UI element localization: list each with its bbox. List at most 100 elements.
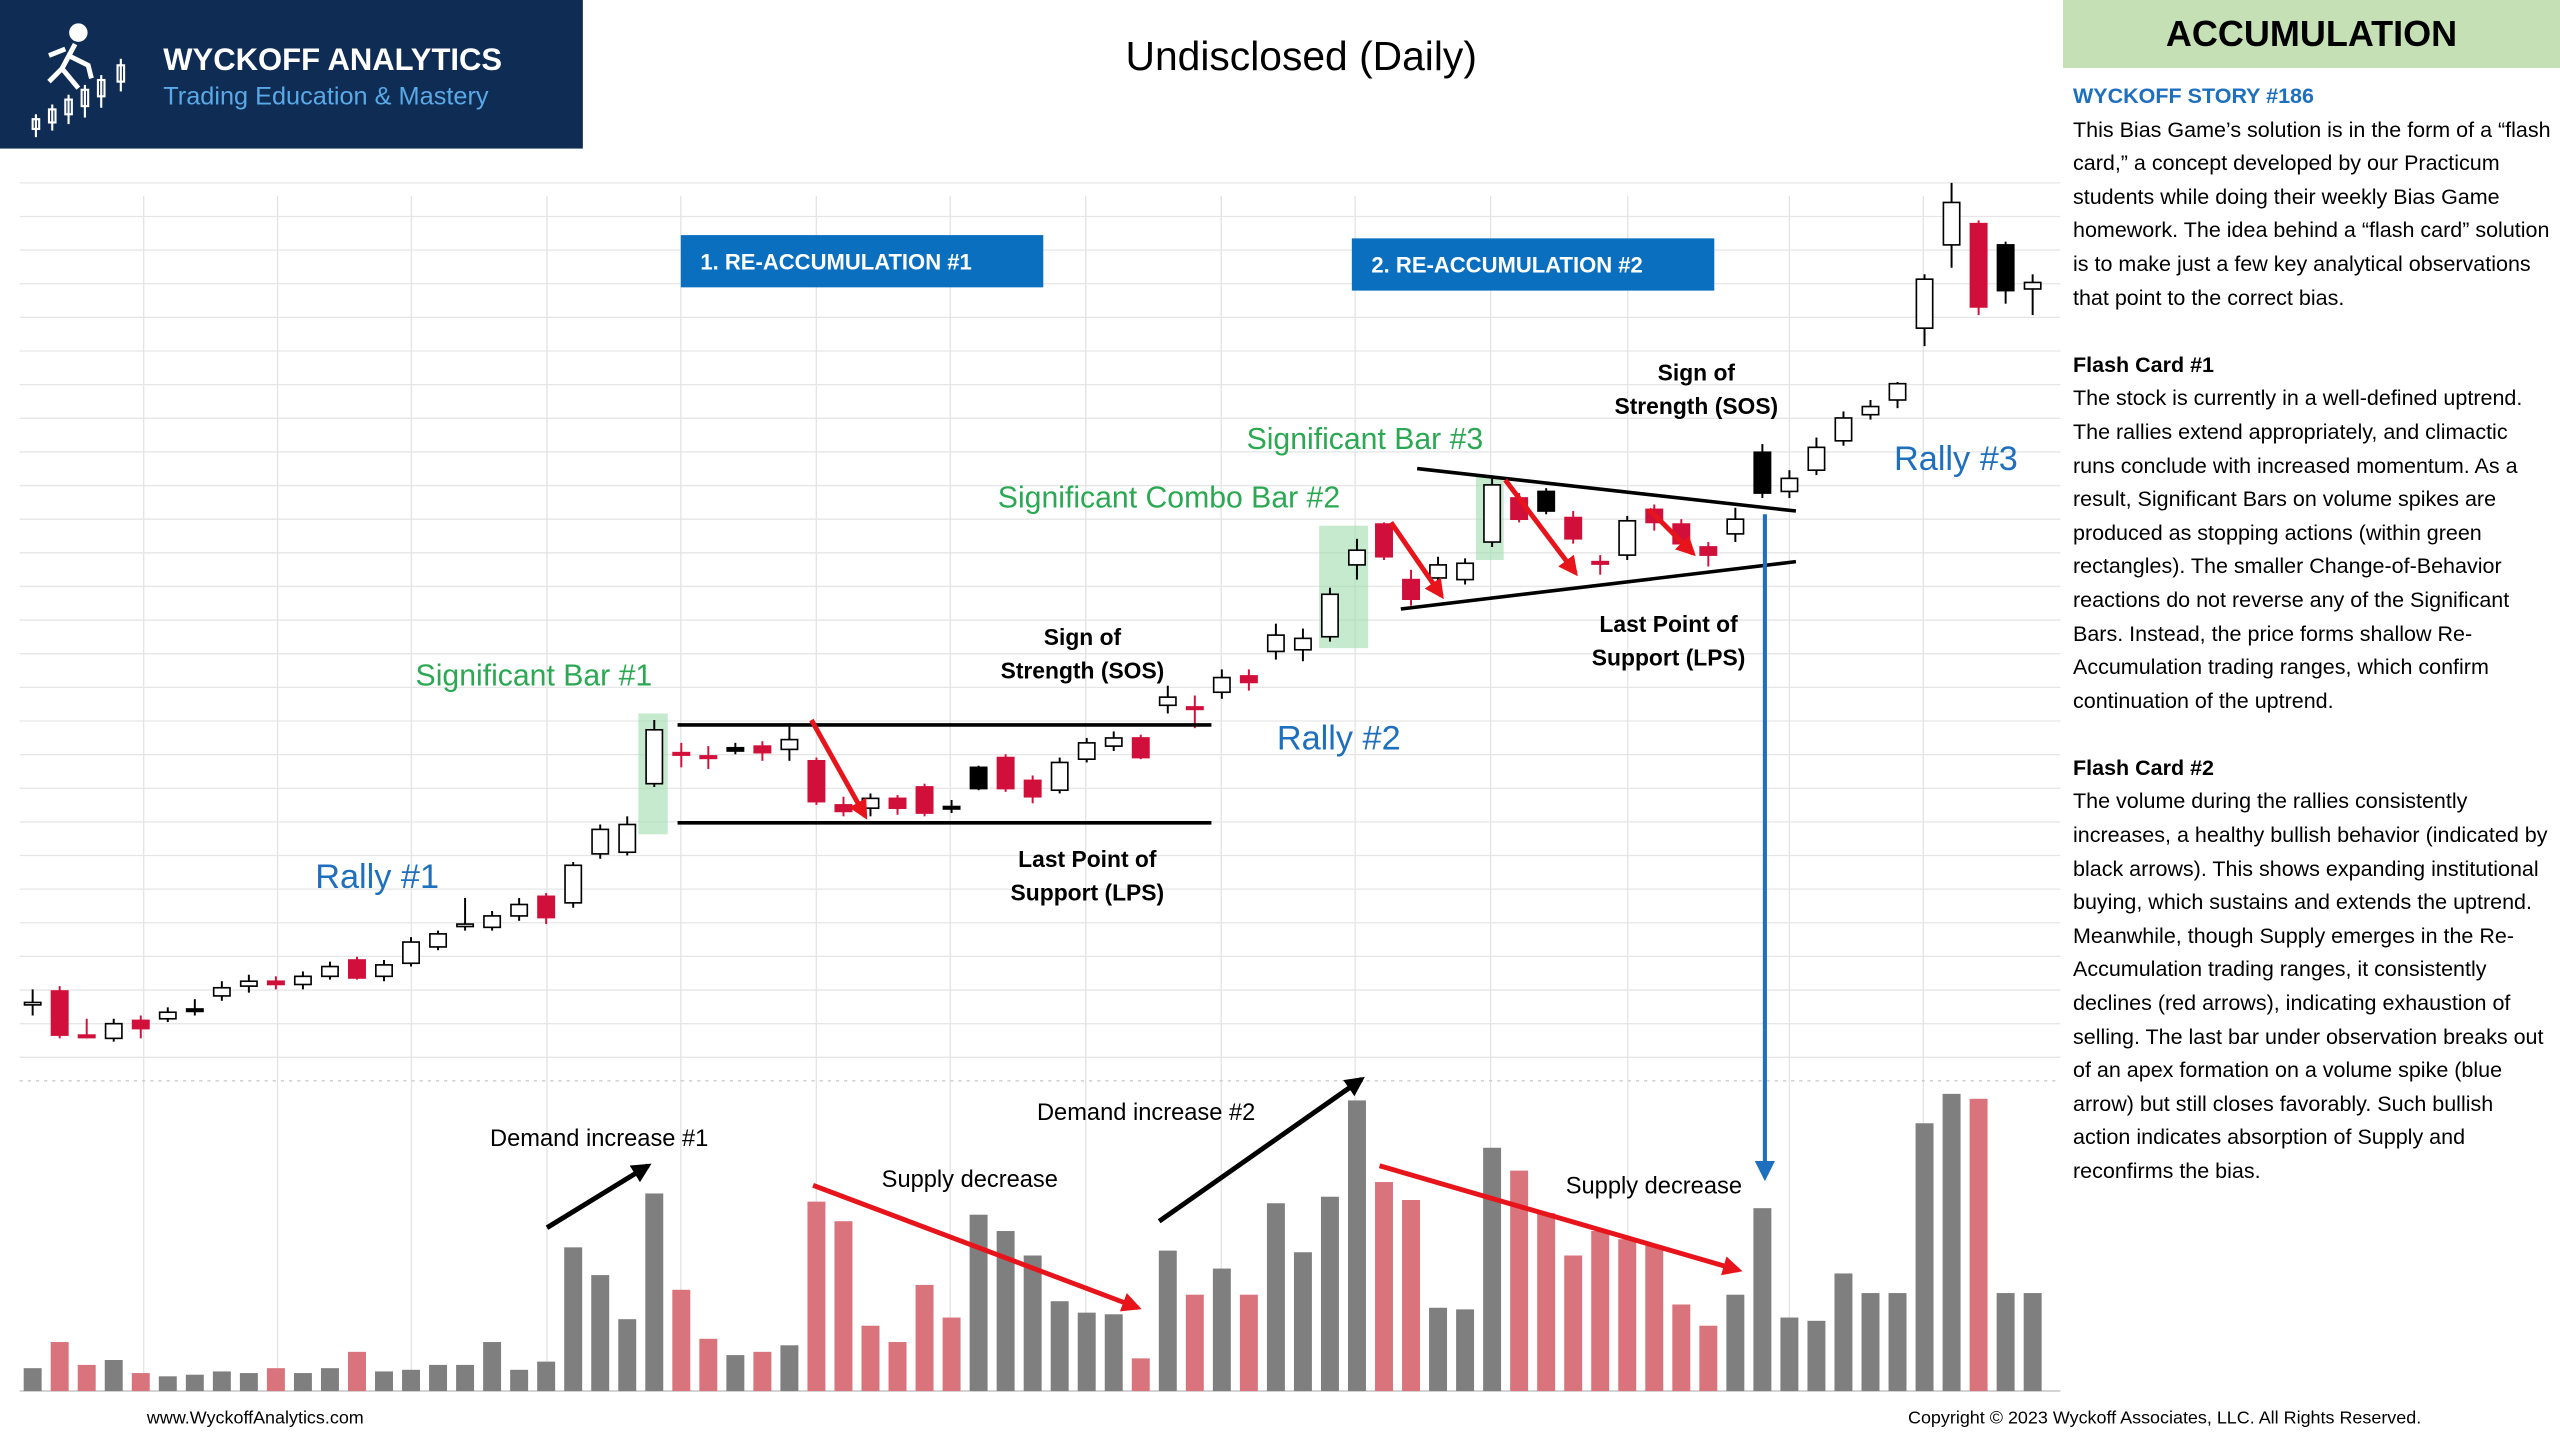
- candle-body: [158, 1011, 177, 1020]
- candle-body: [915, 786, 934, 814]
- volume-bar: [212, 1371, 231, 1392]
- volume-bar: [618, 1319, 637, 1392]
- phase-label: 2. RE-ACCUMULATION #2: [1371, 253, 1642, 278]
- volume-bar: [131, 1373, 150, 1392]
- volume-bar: [1077, 1312, 1096, 1392]
- candle-body: [672, 751, 691, 756]
- red-arrow: [812, 1183, 1142, 1312]
- candle-body: [1726, 518, 1745, 535]
- black-arrow: [545, 1163, 652, 1230]
- candle-body: [77, 1034, 96, 1039]
- candle-body: [780, 738, 799, 751]
- candle-body: [537, 895, 556, 919]
- volume-bar: [1510, 1170, 1529, 1392]
- candle-body: [645, 728, 664, 785]
- volume-bar: [1915, 1123, 1934, 1392]
- event-label: Last Point of: [1599, 611, 1738, 637]
- volume-bar: [1158, 1250, 1177, 1392]
- volume-bar: [726, 1355, 745, 1392]
- panel-body: WYCKOFF STORY #186 This Bias Game’s solu…: [2063, 68, 2560, 1189]
- chart-title: Undisclosed (Daily): [1126, 33, 1477, 79]
- volume-bar: [185, 1374, 204, 1392]
- candle-body: [239, 980, 258, 987]
- candle-body: [429, 933, 448, 948]
- volume-bar: [429, 1364, 448, 1392]
- volume-bar: [1402, 1200, 1421, 1392]
- candle-body: [1780, 477, 1799, 493]
- volume-bar: [1753, 1208, 1772, 1392]
- story-intro: This Bias Game’s solution is in the form…: [2073, 117, 2551, 310]
- candle-body: [1429, 564, 1448, 579]
- card-text: The volume during the rallies consistent…: [2073, 789, 2548, 1183]
- candle-body: [1699, 546, 1718, 556]
- annotation-shapes: [638, 476, 1504, 835]
- logo-icon: [31, 23, 126, 138]
- candle-body: [1969, 222, 1988, 308]
- candle-body: [1996, 244, 2015, 292]
- significant-bar-label: Significant Bar #3: [1247, 423, 1484, 456]
- volume-bar: [2023, 1293, 2042, 1392]
- candle-body: [888, 797, 907, 809]
- candle-body: [320, 965, 339, 978]
- candle-body: [1942, 201, 1961, 246]
- candle-body: [1320, 593, 1339, 638]
- candle-body: [1185, 706, 1204, 711]
- volume-bar: [1861, 1293, 1880, 1392]
- volume-bar: [510, 1369, 529, 1392]
- event-label: Support (LPS): [1011, 879, 1165, 905]
- volume-bar: [1212, 1268, 1231, 1392]
- candle-body: [726, 746, 745, 752]
- volume-bar: [1537, 1213, 1556, 1392]
- candle-body: [266, 980, 285, 986]
- candle-body: [1402, 578, 1421, 600]
- candle-body: [347, 959, 366, 979]
- candle-body: [212, 986, 231, 997]
- volume-bar: [239, 1373, 258, 1392]
- footer-copyright: Copyright © 2023 Wyckoff Associates, LLC…: [1908, 1408, 2421, 1428]
- volume-bar: [1591, 1231, 1610, 1392]
- volume-bar: [1726, 1294, 1745, 1392]
- volume-bar: [753, 1351, 772, 1392]
- card-title: Flash Card #2: [2073, 755, 2214, 780]
- volume-note: Supply decrease: [882, 1167, 1058, 1193]
- volume-bar: [1320, 1196, 1339, 1392]
- volume-bar: [1293, 1252, 1312, 1392]
- candle-body: [50, 990, 69, 1036]
- volume-bar: [564, 1247, 583, 1392]
- volume-bar: [861, 1325, 880, 1392]
- candle-body: [1104, 737, 1123, 747]
- red-arrow: [1647, 507, 1696, 557]
- volume-bar: [77, 1364, 96, 1392]
- candle-body: [1050, 761, 1069, 792]
- rally-label: Rally #3: [1894, 440, 2018, 478]
- volume-bar: [23, 1368, 42, 1392]
- logo-tagline: Trading Education & Mastery: [163, 82, 489, 110]
- candle-body: [1077, 742, 1096, 760]
- card-text: The stock is currently in a well-defined…: [2073, 386, 2523, 713]
- volume-bar: [1645, 1245, 1664, 1392]
- black-arrow: [1157, 1076, 1365, 1224]
- logo-box: [0, 0, 583, 149]
- candle-body: [591, 828, 610, 855]
- volume-bar: [1672, 1304, 1691, 1392]
- candle-body: [2023, 281, 2042, 290]
- red-arrow: [1389, 521, 1444, 600]
- candle-body: [293, 975, 312, 986]
- candle-body: [1483, 484, 1502, 543]
- candle-body: [1888, 382, 1907, 401]
- volume-bar: [942, 1317, 961, 1392]
- candle-body: [942, 805, 961, 810]
- apex-line: [1416, 466, 1797, 513]
- event-label: Sign of: [1044, 624, 1122, 650]
- volume-bar: [699, 1338, 718, 1392]
- candle-body: [1564, 516, 1583, 540]
- volume-bar: [375, 1371, 393, 1392]
- volume-bar: [347, 1351, 366, 1392]
- volume-bar: [996, 1231, 1015, 1392]
- candle-body: [1753, 451, 1772, 494]
- candle-body: [1915, 278, 1934, 329]
- candle-body: [618, 823, 637, 854]
- volume-bar: [1483, 1147, 1502, 1392]
